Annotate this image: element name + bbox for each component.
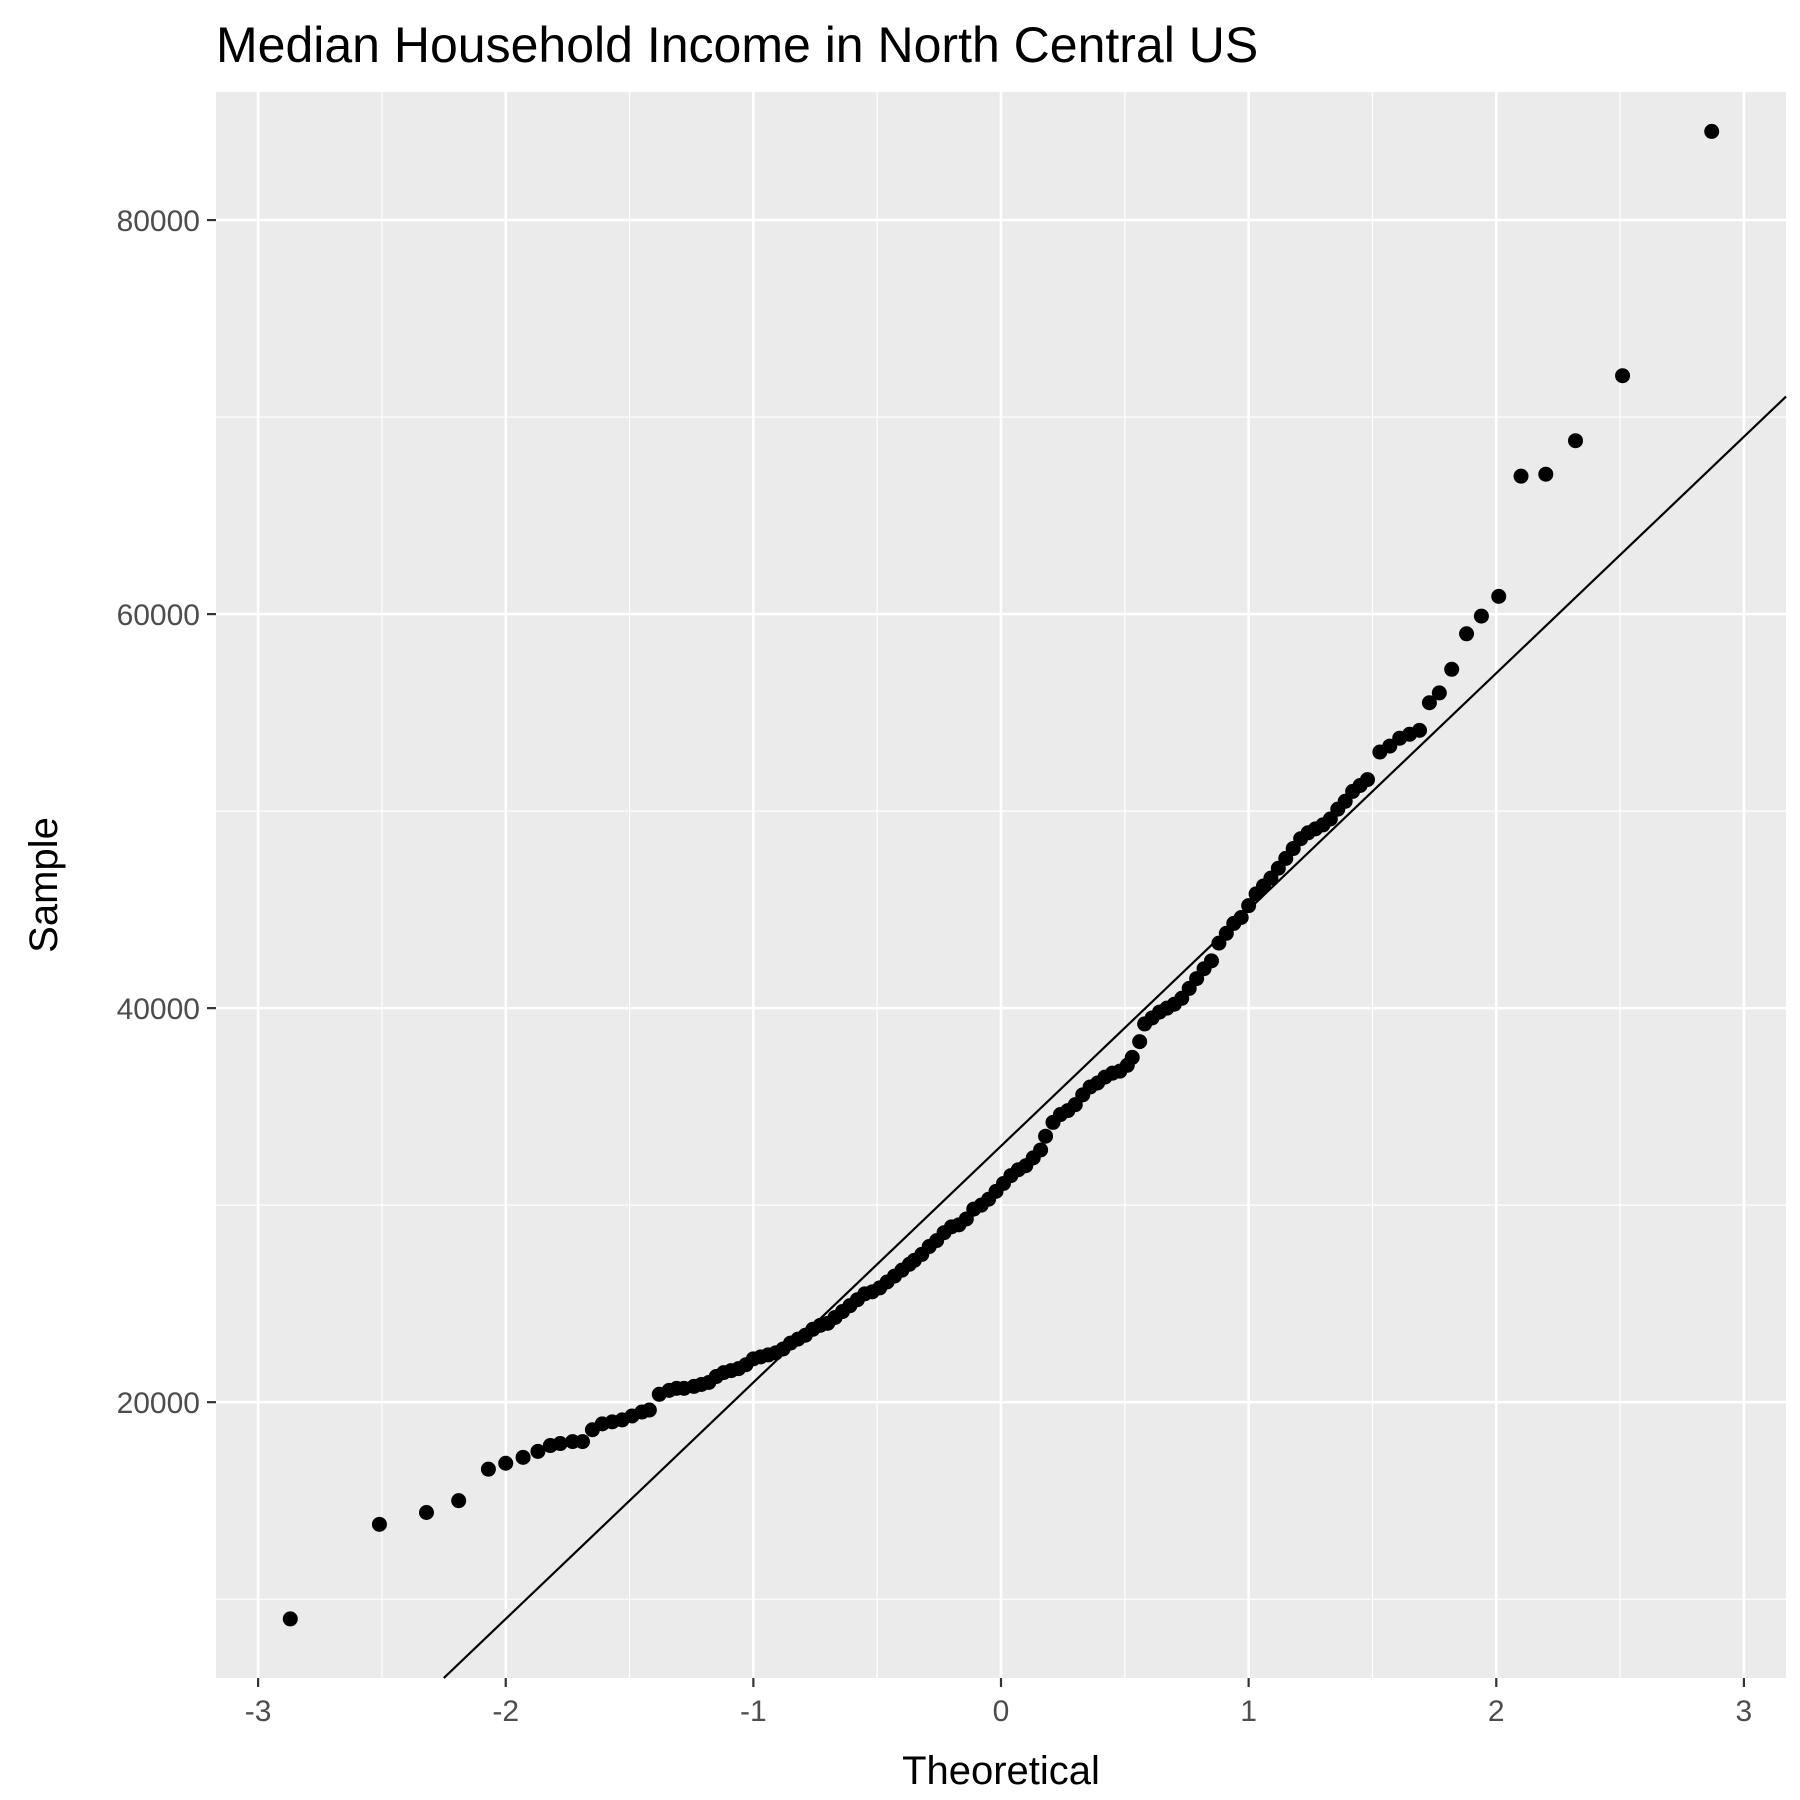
x-axis: -3 -2 -1 0 1 2 3 (245, 1678, 1752, 1728)
x-tick-label: 2 (1488, 1695, 1505, 1728)
data-point (1124, 1049, 1140, 1065)
chart-title: Median Household Income in North Central… (216, 17, 1258, 73)
data-point (1359, 772, 1375, 788)
data-point (1444, 661, 1460, 677)
data-point (418, 1505, 434, 1521)
data-point (1412, 722, 1428, 738)
y-axis: 20000 40000 60000 80000 (117, 205, 216, 1420)
data-point (641, 1402, 657, 1418)
y-tick-label: 60000 (117, 599, 200, 632)
data-point (1431, 685, 1447, 701)
data-point (530, 1443, 546, 1459)
y-tick-label: 80000 (117, 205, 200, 238)
data-point (1038, 1128, 1054, 1144)
grid-major (216, 92, 1786, 1678)
data-point (1491, 588, 1507, 604)
y-tick-label: 40000 (117, 993, 200, 1026)
data-point (1615, 368, 1631, 384)
data-points (282, 123, 1720, 1627)
data-point (1513, 468, 1529, 484)
x-tick-label: 0 (993, 1695, 1010, 1728)
data-point (480, 1461, 496, 1477)
data-point (1421, 695, 1437, 711)
reference-line (443, 395, 1787, 1679)
data-point (451, 1493, 467, 1509)
data-point (552, 1436, 568, 1452)
data-point (515, 1449, 531, 1465)
x-tick-label: -3 (245, 1695, 272, 1728)
data-point (1538, 466, 1554, 482)
x-tick-label: -2 (492, 1695, 519, 1728)
data-point (574, 1434, 590, 1450)
data-point (498, 1455, 514, 1471)
data-point (1568, 433, 1584, 449)
data-point (1473, 608, 1489, 624)
data-point (1459, 626, 1475, 642)
y-tick-label: 20000 (117, 1387, 200, 1420)
data-point (1203, 953, 1219, 969)
data-point (282, 1611, 298, 1627)
data-point (1704, 123, 1720, 139)
x-tick-label: 3 (1736, 1695, 1753, 1728)
data-point (1241, 898, 1257, 914)
x-tick-label: -1 (740, 1695, 767, 1728)
x-axis-title: Theoretical (902, 1749, 1100, 1793)
data-point (1132, 1034, 1148, 1050)
y-axis-title: Sample (22, 817, 66, 953)
data-point (1033, 1142, 1049, 1158)
data-point (371, 1516, 387, 1532)
x-tick-label: 1 (1240, 1695, 1257, 1728)
